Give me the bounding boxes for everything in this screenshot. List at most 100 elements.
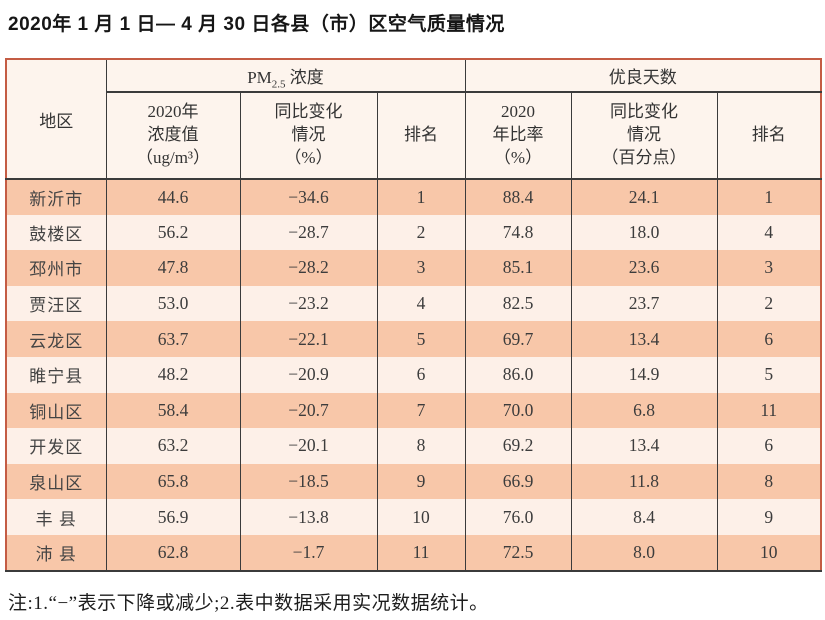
region-cell: 睢宁县 — [5, 356, 107, 393]
good-rank-cell: 10 — [716, 534, 822, 571]
good-ratio-cell: 70.0 — [464, 392, 572, 429]
region-cell: 邳州市 — [5, 250, 107, 286]
pm-rank-cell: 6 — [376, 356, 466, 393]
pm-rank-cell: 1 — [376, 179, 466, 215]
pm-value-cell: 48.2 — [105, 356, 241, 393]
region-cell: 沛 县 — [5, 534, 107, 571]
good-rank-cell: 9 — [716, 499, 822, 535]
pm-value-cell: 65.8 — [105, 463, 241, 500]
pm-value-cell: 62.8 — [105, 534, 241, 571]
header-pm-value: 2020年 浓度值 （ug/m³） — [105, 91, 241, 180]
pm-rank-cell: 7 — [376, 392, 466, 429]
footnote: 注:1.“−”表示下降或减少;2.表中数据采用实况数据统计。 — [8, 593, 489, 614]
pm-value-cell: 63.2 — [105, 428, 241, 464]
pm-change-cell: −20.7 — [239, 392, 378, 429]
pm-change-cell: −1.7 — [239, 534, 378, 571]
header-pm-change: 同比变化 情况 （%） — [239, 91, 378, 180]
good-change-cell: 13.4 — [570, 428, 718, 464]
good-ratio-cell: 88.4 — [464, 179, 572, 215]
pm-value-cell: 58.4 — [105, 392, 241, 429]
good-ratio-cell: 69.2 — [464, 428, 572, 464]
good-ratio-cell: 66.9 — [464, 463, 572, 500]
table-row: 睢宁县 48.2 −20.9 6 86.0 14.9 5 — [5, 356, 822, 393]
table-row: 鼓楼区 56.2 −28.7 2 74.8 18.0 4 — [5, 214, 822, 251]
pm-value-cell: 63.7 — [105, 321, 241, 357]
good-change-cell: 13.4 — [570, 321, 718, 357]
good-rank-cell: 6 — [716, 321, 822, 357]
table-row: 云龙区 63.7 −22.1 5 69.7 13.4 6 — [5, 321, 822, 357]
pm-value-cell: 56.2 — [105, 214, 241, 251]
good-change-cell: 8.0 — [570, 534, 718, 571]
good-change-cell: 23.7 — [570, 285, 718, 322]
pm-rank-cell: 11 — [376, 534, 466, 571]
header-good-ratio: 2020 年比率 （%） — [464, 91, 572, 180]
pm-change-cell: −20.1 — [239, 428, 378, 464]
good-rank-cell: 3 — [716, 250, 822, 286]
pm-change-cell: −22.1 — [239, 321, 378, 357]
good-ratio-cell: 74.8 — [464, 214, 572, 251]
table-row: 泉山区 65.8 −18.5 9 66.9 11.8 8 — [5, 463, 822, 500]
good-ratio-cell: 72.5 — [464, 534, 572, 571]
air-quality-table: 地区 PM2.5 浓度 优良天数 2020年 浓度值 （ug/m³） 同比变化 … — [5, 58, 823, 572]
header-pm25-group: PM2.5 浓度 — [105, 58, 466, 93]
pm-change-cell: −20.9 — [239, 356, 378, 393]
good-rank-cell: 5 — [716, 356, 822, 393]
good-rank-cell: 11 — [716, 392, 822, 429]
good-rank-cell: 6 — [716, 428, 822, 464]
good-ratio-cell: 86.0 — [464, 356, 572, 393]
pm-change-cell: −28.2 — [239, 250, 378, 286]
good-ratio-cell: 69.7 — [464, 321, 572, 357]
header-good-days-group: 优良天数 — [464, 58, 822, 93]
region-cell: 铜山区 — [5, 392, 107, 429]
good-change-cell: 24.1 — [570, 179, 718, 215]
table-row: 新沂市 44.6 −34.6 1 88.4 24.1 1 — [5, 179, 822, 215]
pm-value-cell: 47.8 — [105, 250, 241, 286]
table-row: 沛 县 62.8 −1.7 11 72.5 8.0 10 — [5, 534, 822, 571]
pm-value-cell: 53.0 — [105, 285, 241, 322]
pm-rank-cell: 8 — [376, 428, 466, 464]
good-change-cell: 8.4 — [570, 499, 718, 535]
pm25-subscript: 2.5 — [271, 78, 286, 91]
header-sub-row: 2020年 浓度值 （ug/m³） 同比变化 情况 （%） 排名 2020 年比… — [6, 91, 822, 180]
table-row: 邳州市 47.8 −28.2 3 85.1 23.6 3 — [5, 250, 822, 286]
region-cell: 开发区 — [5, 428, 107, 464]
region-cell: 泉山区 — [5, 463, 107, 500]
pm-change-cell: −13.8 — [239, 499, 378, 535]
good-rank-cell: 2 — [716, 285, 822, 322]
table-row: 开发区 63.2 −20.1 8 69.2 13.4 6 — [5, 428, 822, 464]
pm-rank-cell: 4 — [376, 285, 466, 322]
region-cell: 新沂市 — [5, 179, 107, 215]
header-region: 地区 — [5, 58, 107, 180]
pm-change-cell: −28.7 — [239, 214, 378, 251]
pm25-label-suffix: 浓度 — [285, 68, 324, 87]
region-cell: 丰 县 — [5, 499, 107, 535]
good-change-cell: 14.9 — [570, 356, 718, 393]
table-body: 新沂市 44.6 −34.6 1 88.4 24.1 1 鼓楼区 56.2 −2… — [5, 179, 822, 571]
good-rank-cell: 4 — [716, 214, 822, 251]
pm25-label: PM — [247, 68, 272, 87]
header-group-row: 地区 PM2.5 浓度 优良天数 — [5, 58, 822, 180]
pm-value-cell: 44.6 — [105, 179, 241, 215]
pm-rank-cell: 5 — [376, 321, 466, 357]
table-row: 铜山区 58.4 −20.7 7 70.0 6.8 11 — [5, 392, 822, 429]
good-change-cell: 11.8 — [570, 463, 718, 500]
pm-change-cell: −23.2 — [239, 285, 378, 322]
good-change-cell: 23.6 — [570, 250, 718, 286]
pm-rank-cell: 9 — [376, 463, 466, 500]
pm-change-cell: −18.5 — [239, 463, 378, 500]
good-rank-cell: 8 — [716, 463, 822, 500]
pm-change-cell: −34.6 — [239, 179, 378, 215]
table-header: 地区 PM2.5 浓度 优良天数 2020年 浓度值 （ug/m³） 同比变化 … — [5, 58, 822, 180]
good-ratio-cell: 76.0 — [464, 499, 572, 535]
good-ratio-cell: 82.5 — [464, 285, 572, 322]
good-ratio-cell: 85.1 — [464, 250, 572, 286]
header-good-change: 同比变化 情况 （百分点） — [570, 91, 718, 180]
table-row: 丰 县 56.9 −13.8 10 76.0 8.4 9 — [5, 499, 822, 535]
pm-rank-cell: 2 — [376, 214, 466, 251]
page-title: 2020年 1 月 1 日— 4 月 30 日各县（市）区空气质量情况 — [8, 14, 505, 35]
good-rank-cell: 1 — [716, 179, 822, 215]
table-row: 贾汪区 53.0 −23.2 4 82.5 23.7 2 — [5, 285, 822, 322]
region-cell: 鼓楼区 — [5, 214, 107, 251]
header-good-rank: 排名 — [716, 91, 822, 180]
good-change-cell: 18.0 — [570, 214, 718, 251]
